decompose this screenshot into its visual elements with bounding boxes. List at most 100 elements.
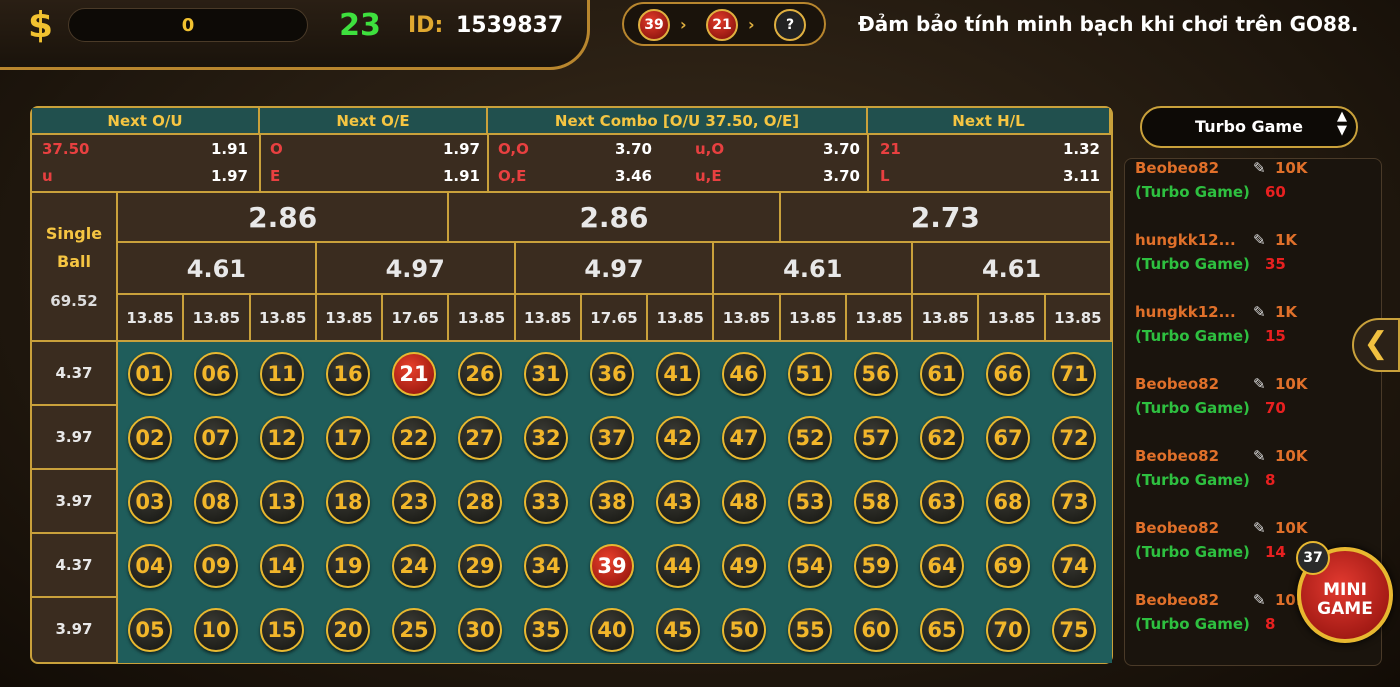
ball[interactable]: 61 [920,352,964,396]
ball[interactable]: 57 [854,416,898,460]
feed-user: Beobeo82 [1135,519,1220,537]
ball[interactable]: 70 [986,608,1030,652]
ball[interactable]: 67 [986,416,1030,460]
ball[interactable]: 54 [788,544,832,588]
ball[interactable]: 72 [1052,416,1096,460]
ball[interactable]: 62 [920,416,964,460]
ball[interactable]: 73 [1052,480,1096,524]
ball[interactable]: 52 [788,416,832,460]
ball[interactable]: 50 [722,608,766,652]
ball[interactable]: 75 [1052,608,1096,652]
ball[interactable]: 04 [128,544,172,588]
history-ball: 39 [638,9,670,41]
ball[interactable]: 17 [326,416,370,460]
ball[interactable]: 32 [524,416,568,460]
ball[interactable]: 36 [590,352,634,396]
odds-label: 37.50 [42,140,90,158]
ball[interactable]: 53 [788,480,832,524]
single-ball-odds: 2.86 [449,193,781,243]
ball[interactable]: 01 [128,352,172,396]
ball[interactable]: 64 [920,544,964,588]
ball[interactable]: 19 [326,544,370,588]
ball[interactable]: 05 [128,608,172,652]
ball[interactable]: 16 [326,352,370,396]
ball[interactable]: 60 [854,608,898,652]
ball[interactable]: 68 [986,480,1030,524]
count: 23 [339,8,381,43]
ball[interactable]: 08 [194,480,238,524]
ball[interactable]: 22 [392,416,436,460]
ball[interactable]: 21 [392,352,436,396]
side-arrow[interactable]: ❮ [1352,318,1400,372]
ball[interactable]: 10 [194,608,238,652]
ball[interactable]: 26 [458,352,502,396]
ball[interactable]: 39 [590,544,634,588]
odds-value: 3.11 [1062,167,1100,185]
ball[interactable]: 25 [392,608,436,652]
ball[interactable]: 41 [656,352,700,396]
ball[interactable]: 31 [524,352,568,396]
ball[interactable]: 46 [722,352,766,396]
id-label: ID: [408,13,444,38]
ball[interactable]: 33 [524,480,568,524]
feed-bet-icon: ✎ [1253,303,1266,321]
odds-header: Next O/U [32,108,260,135]
ball[interactable]: 12 [260,416,304,460]
ball[interactable]: 20 [326,608,370,652]
ball[interactable]: 63 [920,480,964,524]
feed-game: (Turbo Game) [1135,399,1250,417]
ball[interactable]: 59 [854,544,898,588]
ball[interactable]: 24 [392,544,436,588]
ball[interactable]: 37 [590,416,634,460]
ball[interactable]: 55 [788,608,832,652]
feed-value: 60 [1265,183,1286,201]
ball[interactable]: 15 [260,608,304,652]
ball[interactable]: 09 [194,544,238,588]
ball[interactable]: 47 [722,416,766,460]
odds-divider [867,135,869,191]
ball[interactable]: 27 [458,416,502,460]
ball[interactable]: 28 [458,480,502,524]
currency: $ [28,5,54,46]
ball[interactable]: 34 [524,544,568,588]
odds-divider [259,135,261,191]
ball[interactable]: 49 [722,544,766,588]
ball[interactable]: 38 [590,480,634,524]
ball[interactable]: 23 [392,480,436,524]
ball[interactable]: 03 [128,480,172,524]
ball[interactable]: 13 [260,480,304,524]
ball[interactable]: 35 [524,608,568,652]
ball[interactable]: 18 [326,480,370,524]
ball[interactable]: 44 [656,544,700,588]
ball[interactable]: 07 [194,416,238,460]
ball[interactable]: 69 [986,544,1030,588]
ball[interactable]: 56 [854,352,898,396]
row-odds: 4.37 [32,534,118,598]
ball[interactable]: 40 [590,608,634,652]
feed-value: 70 [1265,399,1286,417]
ball[interactable]: 30 [458,608,502,652]
ball[interactable]: 48 [722,480,766,524]
ball[interactable]: 06 [194,352,238,396]
odds-header: Next O/E [260,108,488,135]
ball[interactable]: 42 [656,416,700,460]
odds-label: u [42,167,53,185]
odds-label: L [880,167,890,185]
feed-game: (Turbo Game) [1135,471,1250,489]
ball[interactable]: 51 [788,352,832,396]
ball[interactable]: 43 [656,480,700,524]
ball[interactable]: 02 [128,416,172,460]
ball[interactable]: 29 [458,544,502,588]
ball[interactable]: 71 [1052,352,1096,396]
ball[interactable]: 45 [656,608,700,652]
single-ball-odds: 4.61 [118,243,317,295]
ball[interactable]: 58 [854,480,898,524]
ball[interactable]: 14 [260,544,304,588]
ball[interactable]: 74 [1052,544,1096,588]
single-ball-odds: 13.85 [118,295,185,342]
filter-dropdown[interactable]: Turbo Game [1140,106,1358,148]
ball[interactable]: 66 [986,352,1030,396]
ball[interactable]: 65 [920,608,964,652]
single-ball-odds: 2.86 [118,193,450,243]
ball[interactable]: 11 [260,352,304,396]
